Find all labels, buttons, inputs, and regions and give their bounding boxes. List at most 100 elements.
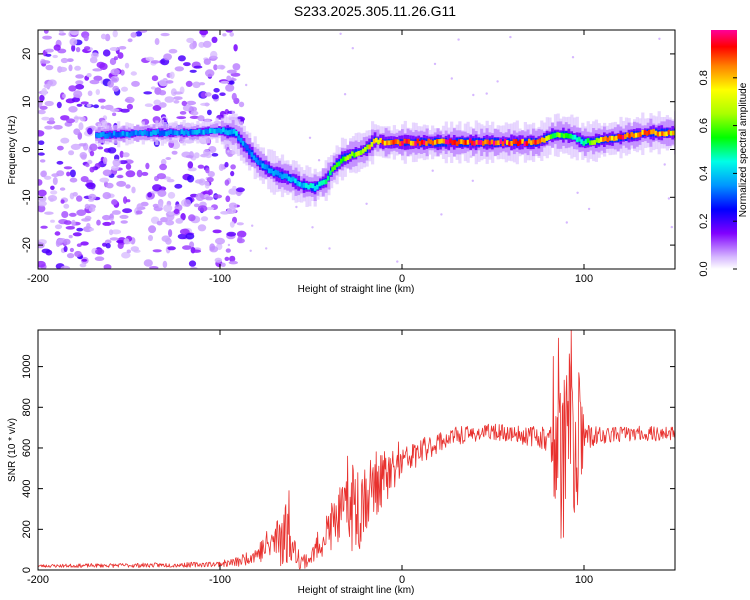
ridge-core xyxy=(130,131,133,137)
noise-blob xyxy=(174,66,184,72)
noise-blob xyxy=(188,214,196,222)
y-tick-label: 1000 xyxy=(21,354,33,378)
noise-blob xyxy=(165,237,172,245)
noise-blob xyxy=(86,103,92,108)
ridge-core xyxy=(405,138,409,144)
noise-blob xyxy=(165,80,174,84)
noise-blob xyxy=(86,222,91,229)
ridge-core xyxy=(519,139,522,145)
ridge-core xyxy=(440,138,444,144)
noise-blob xyxy=(158,90,167,96)
ridge-core xyxy=(595,137,599,143)
noise-blob xyxy=(38,200,47,207)
noise-blob xyxy=(81,218,91,222)
ridge-core xyxy=(591,140,594,146)
noise-blob xyxy=(62,93,66,99)
noise-blob xyxy=(167,191,176,199)
spectrogram-x-ticks: -200 -100 0 100 xyxy=(27,30,593,285)
noise-blob xyxy=(228,188,238,195)
noise-blob xyxy=(126,249,131,254)
ridge-core xyxy=(388,140,391,146)
y-tick-label: 600 xyxy=(21,439,33,457)
noise-dot xyxy=(396,260,399,263)
noise-blob xyxy=(149,266,159,269)
noise-blob xyxy=(230,170,235,177)
noise-blob xyxy=(226,231,237,237)
ridge-core xyxy=(425,141,428,146)
noise-blob xyxy=(116,240,125,244)
noise-blob xyxy=(44,125,53,130)
noise-blob xyxy=(99,62,108,70)
noise-blob xyxy=(112,30,118,38)
noise-dot xyxy=(471,179,474,182)
ridge-core xyxy=(418,141,422,146)
ridge-core xyxy=(624,134,627,139)
noise-blob xyxy=(89,143,98,152)
ridge-core xyxy=(429,139,433,145)
noise-blob xyxy=(230,78,237,82)
noise-blob xyxy=(208,146,217,153)
noise-blob xyxy=(53,44,61,51)
noise-blob xyxy=(207,189,213,196)
ridge-core xyxy=(407,139,411,144)
noise-dot xyxy=(317,159,321,162)
noise-blob xyxy=(38,109,46,115)
ridge-core xyxy=(239,137,243,143)
ridge-core xyxy=(370,142,374,147)
noise-blob xyxy=(71,219,76,228)
noise-blob xyxy=(74,65,81,71)
ridge-core xyxy=(438,139,441,144)
ridge-core xyxy=(468,138,472,144)
ridge-core xyxy=(543,137,546,143)
ridge-core xyxy=(527,138,531,144)
noise-blob xyxy=(38,189,47,197)
ridge-core xyxy=(169,129,173,134)
ridge-core xyxy=(643,130,647,135)
noise-blob xyxy=(39,159,46,163)
ridge-core xyxy=(209,128,212,134)
ridge-core xyxy=(112,130,116,136)
ridge-core xyxy=(556,132,559,137)
ridge-core xyxy=(534,140,537,145)
snr-panel: -200 -100 0 100 0 200 400 600 800 1000 Height of… xyxy=(7,329,676,596)
y-tick-label: 10 xyxy=(21,96,33,108)
ridge-core xyxy=(132,130,136,136)
ridge-core xyxy=(562,133,566,139)
ridge-core xyxy=(340,158,343,164)
noise-blob xyxy=(40,170,47,178)
noise-blob xyxy=(102,192,112,200)
noise-blob xyxy=(220,211,230,215)
noise-blob xyxy=(42,35,52,40)
ridge-core xyxy=(560,132,564,138)
ridge-core xyxy=(482,140,485,146)
noise-blob xyxy=(168,212,175,216)
ridge-core xyxy=(108,132,112,137)
ridge-core xyxy=(163,131,166,136)
noise-dot xyxy=(227,150,230,153)
noise-blob xyxy=(73,128,81,135)
noise-blob xyxy=(76,195,83,202)
ridge-core xyxy=(669,130,673,136)
noise-blob xyxy=(75,84,85,90)
noise-blob xyxy=(70,143,81,150)
x-tick-label: 100 xyxy=(575,574,593,586)
ridge-core xyxy=(322,179,326,185)
ridge-core xyxy=(102,131,105,137)
ridge-core xyxy=(580,139,583,145)
noise-blob xyxy=(66,118,75,124)
ridge-core xyxy=(226,130,230,136)
noise-blob xyxy=(87,90,93,97)
ridge-core xyxy=(567,133,570,139)
ridge-core xyxy=(104,133,107,139)
ridge-core xyxy=(95,132,98,138)
noise-blob xyxy=(152,116,161,124)
noise-blob xyxy=(202,40,212,48)
ridge-core xyxy=(167,130,171,136)
noise-blob xyxy=(59,30,64,34)
noise-blob xyxy=(124,62,130,69)
noise-dot xyxy=(433,62,437,66)
noise-dot xyxy=(587,207,591,211)
ridge-core xyxy=(331,166,334,172)
ridge-core xyxy=(265,164,269,170)
noise-dot xyxy=(251,224,254,227)
